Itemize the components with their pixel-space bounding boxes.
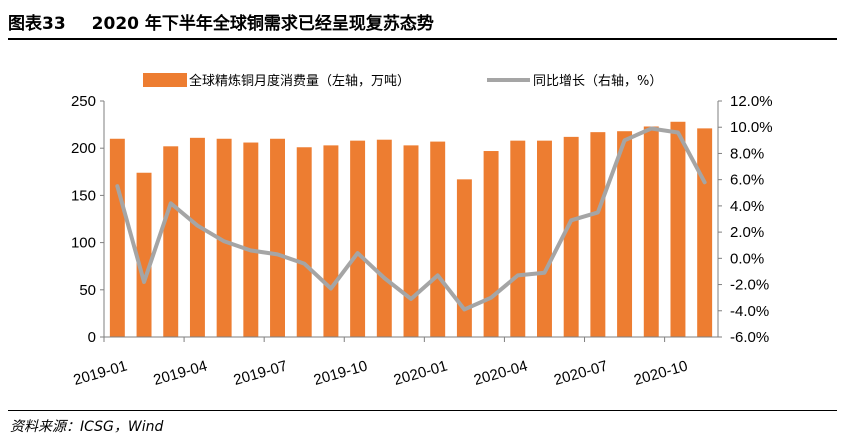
source-note: 资料来源：ICSG，Wind: [10, 419, 164, 435]
chart-header: 图表33 2020 年下半年全球铜需求已经呈现复苏态势: [0, 0, 845, 40]
bar-2019-02: [136, 172, 152, 337]
x-tick-label: 2020-01: [392, 358, 450, 390]
bar-2019-09: [323, 145, 339, 337]
bar-2020-06: [563, 136, 579, 337]
x-tick-label: 2019-10: [312, 358, 370, 390]
right-tick-label: 12.0%: [730, 93, 773, 110]
bar-2019-08: [296, 147, 312, 337]
x-axis-ticks: 2019-01 2019-04 2019-07 2019-10 2020-01 2020-…: [71, 337, 690, 390]
bar-2019-12: [403, 145, 419, 337]
bar-2019-10: [350, 140, 366, 337]
bar-2020-03: [483, 151, 499, 337]
bar-2019-11: [376, 139, 392, 337]
chart-footer: 资料来源：ICSG，Wind: [0, 408, 845, 445]
right-tick-label: 6.0%: [730, 172, 764, 189]
bar-2019-04: [189, 137, 205, 337]
legend-line-label: 同比增长（右轴，%）: [533, 74, 662, 89]
bar-2020-07: [590, 132, 606, 337]
bar-2020-01: [430, 141, 446, 337]
right-axis-ticks: -6.0% -4.0% -2.0% 0.0% 2.0% 4.0% 6.0% 8.0% 10.0%…: [718, 93, 773, 346]
bar-2020-04: [510, 140, 526, 337]
left-tick-label: 150: [71, 187, 96, 204]
figure-label: 图表33: [8, 14, 66, 34]
legend: 全球精炼铜月度消费量（左轴，万吨） 同比增长（右轴，%）: [143, 73, 662, 89]
bar-2020-02: [456, 179, 472, 337]
right-tick-label: -4.0%: [730, 303, 769, 320]
footer-rule: [8, 410, 837, 411]
chart-title: 图表33 2020 年下半年全球铜需求已经呈现复苏态势: [8, 9, 434, 34]
right-tick-label: 4.0%: [730, 198, 764, 215]
bar-2020-11: [697, 128, 713, 337]
right-tick-label: 10.0%: [730, 119, 773, 136]
bar-2019-07: [270, 138, 285, 337]
bar-2020-10: [670, 121, 686, 338]
bar-2020-08: [617, 131, 633, 337]
left-tick-label: 200: [71, 140, 96, 157]
x-tick-label: 2019-07: [232, 358, 290, 390]
right-tick-label: -6.0%: [730, 329, 769, 346]
left-tick-label: 0: [88, 329, 96, 346]
right-tick-label: 2.0%: [730, 224, 764, 241]
header-rule: [8, 38, 837, 40]
legend-bar-swatch: [143, 73, 187, 87]
bar-2019-05: [216, 138, 232, 337]
title-text: 2020 年下半年全球铜需求已经呈现复苏态势: [91, 14, 434, 34]
x-tick-label: 2020-10: [632, 358, 690, 390]
axes: [103, 101, 719, 338]
left-tick-label: 50: [79, 282, 96, 299]
right-tick-label: 0.0%: [730, 250, 764, 267]
bar-series: [109, 121, 713, 338]
legend-bar-label: 全球精炼铜月度消费量（左轴，万吨）: [189, 73, 410, 89]
right-tick-label: -2.0%: [730, 277, 769, 294]
x-tick-label: 2020-07: [552, 358, 610, 390]
bar-2019-01: [109, 138, 125, 337]
bar-2020-05: [537, 140, 552, 337]
left-tick-label: 100: [71, 235, 96, 252]
right-tick-label: 8.0%: [730, 145, 764, 162]
left-tick-label: 250: [71, 93, 96, 110]
bar-2019-06: [243, 142, 259, 337]
bar-2020-09: [643, 126, 659, 338]
x-tick-label: 2019-04: [152, 358, 210, 390]
left-axis-ticks: 0 50 100 150 200 250: [71, 93, 104, 346]
line-series: [115, 126, 707, 312]
bar-2019-03: [163, 146, 179, 337]
x-tick-label: 2019-01: [71, 358, 129, 390]
x-tick-label: 2020-04: [472, 358, 530, 390]
